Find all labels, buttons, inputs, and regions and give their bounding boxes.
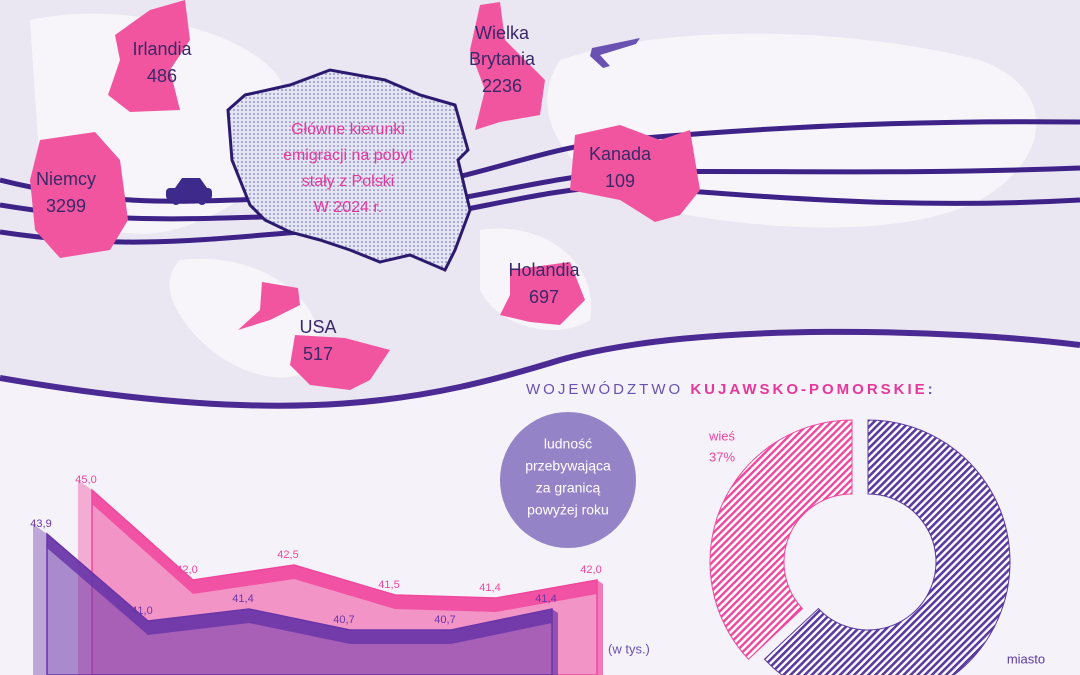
area-side — [597, 580, 603, 675]
value-label: 41,4 — [232, 593, 253, 605]
map-title: Główne kierunki emigracji na pobyt stały… — [283, 121, 413, 216]
value-label: 42,0 — [580, 564, 601, 576]
donut-value-label: 63% — [1013, 672, 1039, 675]
region-prefix: WOJEWÓDZTWO — [526, 381, 683, 398]
map-title-line: W 2024 r. — [314, 199, 382, 216]
destination-value: 517 — [303, 344, 333, 364]
badge: ludność przebywająca za granicą powyżej … — [525, 436, 611, 518]
charts: 45,0 42,0 42,5 41,5 41,4 42,0 43,9 41,0 41,4 40,7… — [30, 419, 1045, 675]
region-name: KUJAWSKO-POMORSKIE — [690, 381, 927, 398]
value-label: 41,4 — [479, 582, 500, 594]
badge-line: ludność — [544, 436, 592, 452]
value-label: 45,0 — [75, 474, 96, 486]
divider-wave — [0, 328, 1080, 409]
destination-value: 3299 — [46, 196, 86, 216]
region-suffix: : — [928, 381, 936, 398]
badge-line: powyżej roku — [527, 502, 609, 518]
donut-segment — [709, 419, 853, 660]
plane-icon — [590, 38, 640, 68]
area-side — [552, 609, 558, 675]
destination-name: Brytania — [469, 49, 536, 69]
destination-name: Kanada — [589, 144, 652, 164]
badge-line: za granicą — [536, 480, 601, 496]
destination-value: 486 — [147, 66, 177, 86]
car-icon — [166, 178, 212, 205]
area-edge — [47, 534, 552, 644]
destination-name: USA — [299, 317, 336, 337]
unit-note: (w tys.) — [608, 641, 650, 656]
country-shapes — [30, 0, 700, 390]
destination-name: Niemcy — [36, 169, 96, 189]
area-side — [33, 524, 47, 675]
route-lines — [0, 119, 1080, 245]
area-edge — [92, 490, 597, 612]
destination-value: 2236 — [482, 76, 522, 96]
donut-value-label: 37% — [709, 449, 735, 464]
value-label: 41,5 — [378, 579, 399, 591]
map-title-line: emigracji na pobyt — [283, 147, 413, 164]
region-heading: WOJEWÓDZTWO KUJAWSKO-POMORSKIE: — [526, 381, 936, 398]
donut-label: wieś — [708, 428, 736, 443]
badge-circle — [500, 412, 636, 548]
value-label: 43,9 — [30, 518, 51, 530]
value-label: 42,5 — [277, 549, 298, 561]
value-label: 40,7 — [434, 614, 455, 626]
badge-line: przebywająca — [525, 458, 611, 474]
map-title-line: stały z Polski — [302, 173, 394, 190]
value-label: 41,4 — [535, 593, 556, 605]
map-title-line: Główne kierunki — [291, 121, 405, 138]
destination-value: 109 — [605, 171, 635, 191]
destination-name: Holandia — [508, 260, 580, 280]
value-label: 41,0 — [131, 605, 152, 617]
destination-name: Irlandia — [132, 39, 192, 59]
destination-value: 697 — [529, 287, 559, 307]
destination-name: Wielka — [475, 23, 530, 43]
value-label: 42,0 — [176, 564, 197, 576]
donut-segment — [763, 419, 1011, 675]
poland-shape — [226, 68, 472, 272]
donut-label: miasto — [1007, 651, 1045, 666]
value-label: 40,7 — [333, 614, 354, 626]
